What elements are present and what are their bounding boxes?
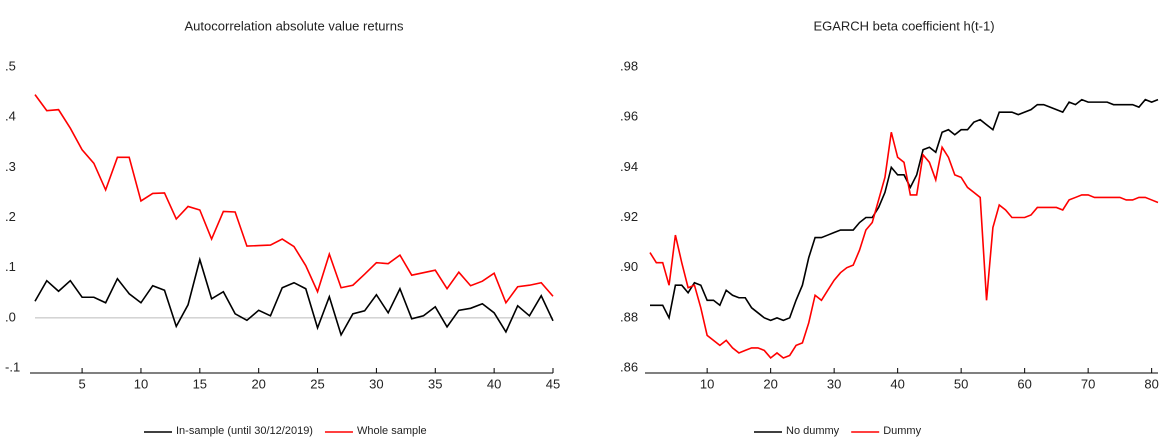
x-tick-label: 80 bbox=[1144, 376, 1158, 391]
series-line bbox=[650, 98, 1159, 322]
series-line bbox=[34, 256, 554, 337]
x-tick-label: 60 bbox=[1017, 376, 1031, 391]
y-tick-label: .5 bbox=[5, 58, 16, 73]
y-tick-label: .0 bbox=[5, 309, 16, 324]
y-tick-label: .2 bbox=[5, 209, 16, 224]
y-tick-label: .88 bbox=[620, 309, 638, 324]
x-tick-label: 25 bbox=[310, 376, 324, 391]
legend-label: No dummy bbox=[786, 425, 840, 437]
series-line bbox=[34, 94, 554, 305]
x-tick-label: 20 bbox=[251, 376, 265, 391]
x-tick-label: 70 bbox=[1081, 376, 1095, 391]
x-tick-label: 15 bbox=[193, 376, 207, 391]
y-tick-label: .92 bbox=[620, 209, 638, 224]
legend-label: Whole sample bbox=[357, 425, 427, 437]
x-tick-label: 50 bbox=[954, 376, 968, 391]
y-tick-label: .98 bbox=[620, 58, 638, 73]
x-tick-label: 5 bbox=[78, 376, 85, 391]
x-tick-label: 30 bbox=[827, 376, 841, 391]
chart-title: Autocorrelation absolute value returns bbox=[185, 18, 404, 33]
x-tick-label: 35 bbox=[428, 376, 442, 391]
y-tick-label: .3 bbox=[5, 159, 16, 174]
y-tick-label: .4 bbox=[5, 109, 16, 124]
x-tick-label: 30 bbox=[369, 376, 383, 391]
x-tick-label: 10 bbox=[134, 376, 148, 391]
y-tick-label: .96 bbox=[620, 109, 638, 124]
chart-title: EGARCH beta coefficient h(t-1) bbox=[813, 18, 994, 33]
y-tick-label: -.1 bbox=[5, 359, 20, 374]
y-tick-label: .1 bbox=[5, 259, 16, 274]
x-tick-label: 45 bbox=[546, 376, 560, 391]
x-tick-label: 40 bbox=[890, 376, 904, 391]
y-tick-label: .86 bbox=[620, 359, 638, 374]
legend-label: Dummy bbox=[883, 425, 921, 437]
y-tick-label: .94 bbox=[620, 159, 638, 174]
x-tick-label: 20 bbox=[763, 376, 777, 391]
series-line bbox=[649, 132, 1159, 360]
legend-label: In-sample (until 30/12/2019) bbox=[176, 425, 313, 437]
x-tick-label: 40 bbox=[487, 376, 501, 391]
x-tick-label: 10 bbox=[700, 376, 714, 391]
y-tick-label: .90 bbox=[620, 259, 638, 274]
